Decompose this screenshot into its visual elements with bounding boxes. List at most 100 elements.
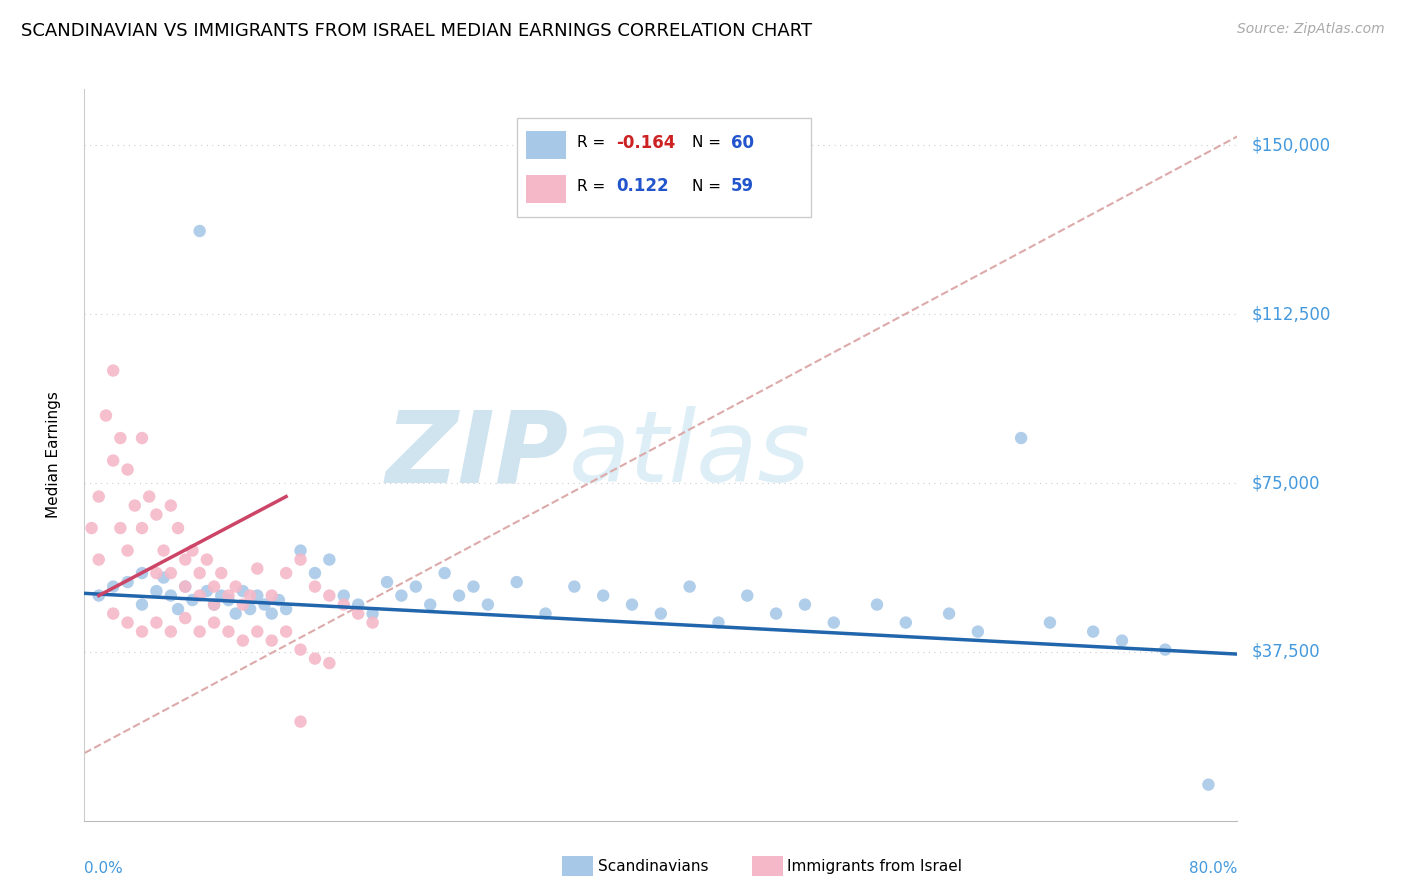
- Point: [347, 598, 370, 612]
- Point: [209, 589, 232, 603]
- Text: 80.0%: 80.0%: [1189, 861, 1237, 876]
- Point: [202, 580, 225, 594]
- Text: Source: ZipAtlas.com: Source: ZipAtlas.com: [1237, 22, 1385, 37]
- Point: [967, 624, 990, 639]
- Text: $112,500: $112,500: [1251, 305, 1330, 323]
- Point: [894, 615, 917, 630]
- Point: [188, 589, 211, 603]
- Text: ZIP: ZIP: [385, 407, 568, 503]
- FancyBboxPatch shape: [517, 119, 811, 218]
- Text: SCANDINAVIAN VS IMMIGRANTS FROM ISRAEL MEDIAN EARNINGS CORRELATION CHART: SCANDINAVIAN VS IMMIGRANTS FROM ISRAEL M…: [21, 22, 813, 40]
- Point: [232, 584, 254, 599]
- Point: [477, 598, 499, 612]
- Point: [181, 543, 204, 558]
- Point: [160, 566, 183, 580]
- Point: [174, 611, 197, 625]
- Point: [1039, 615, 1062, 630]
- FancyBboxPatch shape: [526, 175, 567, 202]
- Point: [375, 575, 398, 590]
- Text: 59: 59: [731, 178, 754, 195]
- Point: [239, 602, 262, 616]
- FancyBboxPatch shape: [526, 131, 567, 159]
- Point: [290, 642, 312, 657]
- Point: [131, 431, 153, 445]
- Point: [318, 656, 340, 670]
- Point: [174, 580, 197, 594]
- Text: 0.0%: 0.0%: [84, 861, 124, 876]
- Point: [239, 589, 262, 603]
- Point: [679, 580, 702, 594]
- Point: [160, 624, 183, 639]
- Point: [181, 593, 204, 607]
- Point: [938, 607, 960, 621]
- Point: [209, 566, 232, 580]
- Point: [405, 580, 427, 594]
- Point: [188, 566, 211, 580]
- Point: [433, 566, 456, 580]
- Point: [232, 598, 254, 612]
- Text: Scandinavians: Scandinavians: [598, 859, 709, 873]
- Point: [449, 589, 471, 603]
- Point: [765, 607, 787, 621]
- Point: [564, 580, 586, 594]
- Point: [260, 607, 283, 621]
- Point: [188, 224, 211, 238]
- Point: [1083, 624, 1105, 639]
- Point: [276, 566, 298, 580]
- Point: [145, 566, 167, 580]
- Point: [218, 593, 240, 607]
- Point: [463, 580, 485, 594]
- Point: [333, 589, 356, 603]
- Point: [534, 607, 557, 621]
- Point: [304, 651, 326, 665]
- Text: R =: R =: [576, 135, 610, 150]
- Point: [202, 598, 225, 612]
- Text: N =: N =: [692, 135, 725, 150]
- Point: [737, 589, 759, 603]
- Point: [80, 521, 103, 535]
- Point: [131, 598, 153, 612]
- Point: [866, 598, 889, 612]
- Point: [110, 431, 132, 445]
- Point: [304, 580, 326, 594]
- Point: [267, 593, 290, 607]
- Text: -0.164: -0.164: [616, 134, 675, 152]
- Point: [145, 508, 167, 522]
- Point: [823, 615, 845, 630]
- Text: N =: N =: [692, 179, 725, 194]
- Text: 60: 60: [731, 134, 754, 152]
- Point: [103, 363, 124, 377]
- Point: [152, 571, 174, 585]
- Point: [174, 580, 197, 594]
- Point: [145, 584, 167, 599]
- Point: [347, 607, 370, 621]
- Point: [160, 499, 183, 513]
- Point: [202, 598, 225, 612]
- Point: [94, 409, 117, 423]
- Point: [103, 453, 124, 467]
- Point: [152, 543, 174, 558]
- Point: [318, 589, 340, 603]
- Point: [318, 552, 340, 566]
- Point: [225, 607, 247, 621]
- Point: [361, 607, 384, 621]
- Point: [246, 589, 269, 603]
- Point: [290, 543, 312, 558]
- Point: [195, 552, 218, 566]
- Point: [145, 615, 167, 630]
- Point: [1111, 633, 1133, 648]
- Point: [246, 561, 269, 575]
- Point: [225, 580, 247, 594]
- Point: [103, 580, 124, 594]
- Point: [506, 575, 529, 590]
- Point: [131, 566, 153, 580]
- Point: [419, 598, 441, 612]
- Point: [188, 624, 211, 639]
- Point: [110, 521, 132, 535]
- Point: [218, 624, 240, 639]
- Point: [131, 624, 153, 639]
- Point: [87, 589, 110, 603]
- Point: [117, 462, 139, 476]
- Text: $75,000: $75,000: [1251, 474, 1320, 492]
- Point: [160, 589, 183, 603]
